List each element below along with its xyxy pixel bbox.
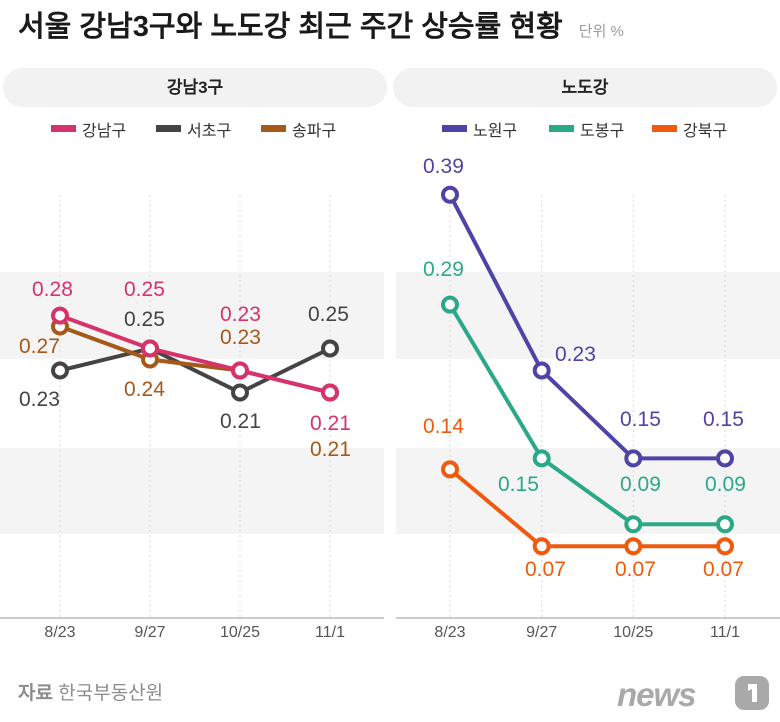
svg-text:news: news [617, 676, 696, 713]
